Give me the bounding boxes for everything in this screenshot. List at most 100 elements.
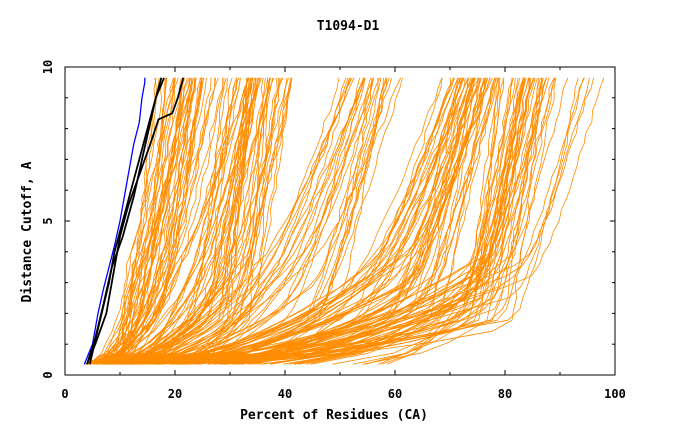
model-line	[141, 77, 472, 365]
model-line	[111, 77, 272, 365]
model-line	[131, 77, 387, 365]
model-line	[154, 77, 403, 365]
model-line	[90, 77, 168, 365]
model-line	[225, 77, 540, 365]
model-line	[92, 77, 216, 365]
model-line	[102, 77, 193, 365]
model-line	[89, 77, 196, 365]
model-line	[100, 77, 197, 365]
model-line	[214, 77, 480, 365]
y-tick-label: 5	[41, 217, 55, 224]
model-line	[181, 77, 524, 365]
model-line	[117, 77, 340, 365]
model-line	[128, 77, 475, 365]
model-line	[89, 77, 196, 365]
model-line	[181, 77, 350, 365]
model-line	[121, 77, 469, 365]
model-line	[160, 77, 365, 365]
model-line	[184, 77, 459, 365]
model-line	[193, 77, 505, 365]
model-line	[120, 77, 388, 365]
x-tick-label: 100	[604, 387, 626, 401]
model-line	[96, 77, 252, 365]
model-line	[223, 77, 455, 365]
model-line	[94, 77, 212, 365]
model-line	[177, 77, 557, 365]
x-tick-label: 20	[168, 387, 182, 401]
model-line	[106, 77, 270, 365]
model-line	[128, 77, 373, 365]
model-line	[111, 77, 590, 365]
model-line	[93, 77, 223, 365]
model-line	[105, 77, 250, 365]
model-line	[147, 77, 479, 365]
model-line	[262, 77, 514, 365]
model-line	[364, 77, 547, 365]
model-line	[353, 77, 544, 365]
model-line	[236, 77, 541, 365]
x-tick-label: 60	[388, 387, 402, 401]
model-line	[140, 77, 266, 365]
model-line	[235, 77, 496, 365]
model-line	[107, 77, 188, 365]
model-line	[209, 77, 489, 365]
model-line	[256, 77, 443, 365]
x-tick-label: 0	[61, 387, 68, 401]
x-axis: 0 20 40 60 80 100	[61, 67, 626, 401]
model-line	[133, 77, 288, 365]
model-line	[120, 77, 157, 365]
model-line	[88, 77, 197, 365]
model-line	[103, 77, 281, 365]
model-line	[94, 77, 254, 365]
model-line	[121, 77, 452, 365]
x-axis-label: Percent of Residues (CA)	[240, 408, 428, 423]
model-line	[113, 77, 289, 365]
model-line	[207, 77, 501, 365]
model-line	[362, 77, 530, 365]
model-line	[124, 77, 249, 365]
model-line	[148, 77, 474, 365]
model-line	[99, 77, 292, 365]
model-line	[220, 77, 513, 365]
model-line	[126, 77, 454, 365]
model-line	[120, 77, 174, 365]
model-line	[381, 77, 555, 365]
y-tick-label: 10	[41, 60, 55, 74]
model-line	[98, 77, 191, 365]
model-line	[110, 77, 349, 365]
model-line	[103, 77, 184, 365]
model-line	[86, 77, 197, 365]
model-line	[161, 77, 365, 365]
model-line	[223, 77, 459, 365]
model-line	[149, 77, 544, 365]
model-line	[131, 77, 249, 365]
model-line	[240, 77, 550, 365]
model-line	[172, 77, 380, 365]
model-line	[185, 77, 536, 365]
y-axis: 0 5 10	[41, 60, 615, 379]
model-line	[174, 77, 516, 365]
model-line	[143, 77, 480, 365]
model-line	[120, 77, 157, 365]
model-line	[306, 77, 531, 365]
model-line	[93, 77, 252, 365]
chart-title: T1094-D1	[317, 19, 380, 34]
model-line	[115, 77, 228, 365]
model-line	[111, 77, 293, 365]
reference-line-black	[88, 77, 165, 365]
model-line	[259, 77, 555, 365]
model-line	[140, 77, 379, 365]
model-line	[179, 77, 466, 365]
model-line	[186, 77, 365, 365]
model-line	[108, 77, 375, 365]
model-line	[186, 77, 443, 365]
model-line	[87, 77, 160, 365]
model-line	[153, 77, 521, 365]
x-tick-label: 80	[498, 387, 512, 401]
y-axis-label: Distance Cutoff, A	[20, 161, 35, 302]
model-line	[142, 77, 275, 365]
model-line	[177, 77, 352, 365]
model-line	[126, 77, 465, 365]
model-line	[127, 77, 225, 365]
